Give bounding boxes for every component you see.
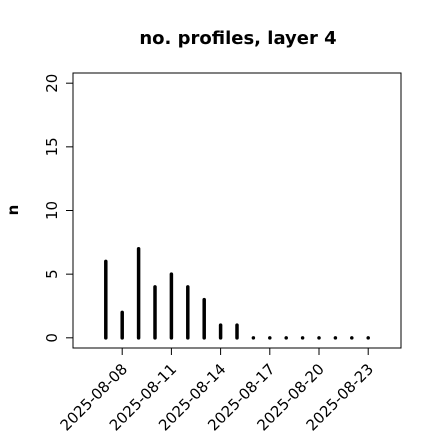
chart-title: no. profiles, layer 4 [139, 28, 336, 49]
y-axis-label: n [4, 205, 22, 216]
plot-frame [72, 72, 402, 349]
y-tick-label: 15 [43, 137, 61, 156]
y-tick-label: 10 [43, 201, 61, 220]
y-tick-label: 20 [43, 74, 61, 93]
y-tick-label: 0 [43, 333, 61, 343]
y-tick-label: 5 [43, 269, 61, 279]
